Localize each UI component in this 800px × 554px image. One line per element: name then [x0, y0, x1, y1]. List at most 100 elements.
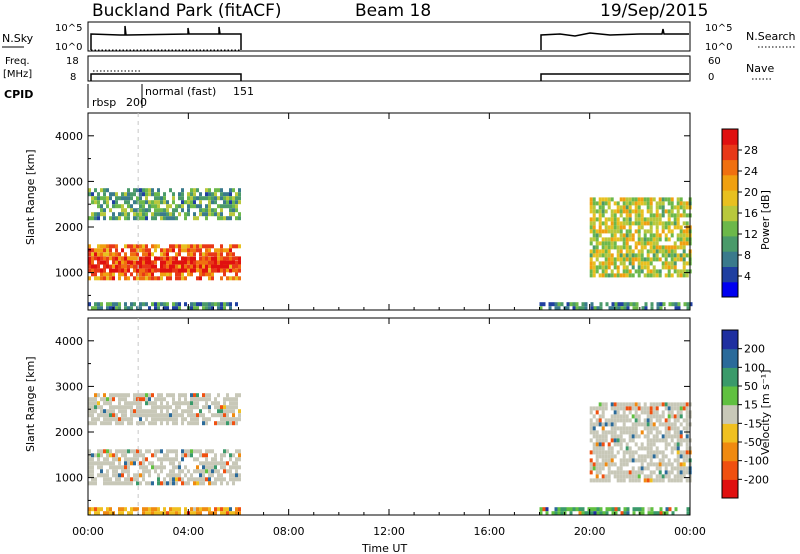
- power-cell: [199, 256, 202, 261]
- vel-cell: [235, 477, 238, 482]
- vel-cell: [172, 417, 175, 422]
- vel-cell: [598, 414, 602, 419]
- power-cell: [643, 273, 647, 278]
- vel-cell: [673, 402, 677, 407]
- vel-cell: [637, 446, 641, 451]
- power-cell: [643, 229, 647, 234]
- vel-cell: [142, 473, 145, 478]
- power-cell: [625, 265, 629, 270]
- power-cell: [628, 273, 632, 278]
- vel-cell: [178, 469, 181, 474]
- vel-cell: [643, 406, 647, 411]
- vel-cell: [103, 477, 106, 482]
- power-cell: [625, 229, 629, 234]
- vel-cell: [223, 461, 226, 466]
- vel-cell: [142, 421, 145, 426]
- vel-cell: [169, 405, 172, 410]
- power-cell: [229, 244, 232, 249]
- vel-cell: [686, 511, 690, 516]
- power-cell: [652, 265, 656, 270]
- power-cell: [679, 241, 683, 246]
- power-cell: [109, 248, 112, 253]
- vel-cell: [604, 430, 608, 435]
- vel-cell: [229, 397, 232, 402]
- vel-cell: [616, 466, 620, 471]
- power-cell: [127, 260, 130, 265]
- power-cell: [193, 192, 196, 197]
- power-cell: [139, 212, 142, 217]
- vel-cell: [109, 405, 112, 410]
- vel-cell: [613, 462, 617, 467]
- vel-cell: [199, 511, 202, 516]
- vel-cell: [631, 454, 635, 459]
- power-cell: [109, 272, 112, 277]
- freq-label: Freq.: [5, 56, 30, 67]
- power-cell: [226, 264, 229, 269]
- power-cell: [88, 188, 91, 193]
- vel-cell: [676, 434, 680, 439]
- vel-cell: [202, 405, 205, 410]
- power-cell: [622, 265, 626, 270]
- power-cell: [658, 273, 662, 278]
- vel-cell: [166, 409, 169, 414]
- power-cell: [163, 302, 166, 307]
- vel-cell: [220, 481, 223, 486]
- power-cell: [634, 245, 638, 250]
- vel-cell: [214, 453, 217, 458]
- vel-cell: [649, 474, 653, 479]
- power-cell: [136, 244, 139, 249]
- vel-cell: [166, 473, 169, 478]
- vel-cell: [190, 421, 193, 426]
- power-cell: [208, 264, 211, 269]
- power-cell: [214, 256, 217, 261]
- vel-cell: [235, 397, 238, 402]
- vel-cell: [601, 454, 605, 459]
- power-cell: [220, 260, 223, 265]
- power-cell: [631, 209, 635, 214]
- power-cell: [613, 209, 617, 214]
- cpid-mode-2-id: 151: [233, 85, 254, 98]
- power-cell: [682, 249, 686, 254]
- power-cell: [664, 237, 668, 242]
- vel-cell: [178, 477, 181, 482]
- power-cell: [154, 268, 157, 273]
- vel-cell: [676, 414, 680, 419]
- power-colorbar-label: Power [dB]: [759, 190, 772, 250]
- vel-cell: [590, 507, 594, 512]
- vel-cell: [178, 413, 181, 418]
- power-cell: [145, 208, 148, 213]
- vel-cell: [655, 434, 659, 439]
- power-cell: [217, 196, 220, 201]
- power-cell: [650, 302, 654, 307]
- power-cell: [205, 216, 208, 221]
- power-cell: [613, 213, 617, 218]
- power-cell: [118, 276, 121, 281]
- vel-cell: [115, 405, 118, 410]
- vel-cell: [190, 409, 193, 414]
- vel-cell: [671, 511, 675, 516]
- vel-cell: [202, 469, 205, 474]
- vel-cell: [235, 421, 238, 426]
- vel-cell: [181, 409, 184, 414]
- vel-cell: [196, 511, 199, 516]
- vel-cell: [91, 461, 94, 466]
- vel-cell: [148, 461, 151, 466]
- velocity-data-layer: [88, 393, 692, 516]
- vel-cell: [175, 453, 178, 458]
- power-cell: [604, 245, 608, 250]
- power-cell: [97, 216, 100, 221]
- power-cell: [124, 302, 127, 307]
- vel-cell: [682, 426, 686, 431]
- power-cell: [584, 306, 588, 311]
- vel-cell: [628, 430, 632, 435]
- power-cell: [578, 306, 582, 311]
- vel-cell: [223, 465, 226, 470]
- power-cell: [539, 306, 543, 311]
- power-cell: [628, 261, 632, 266]
- vel-cell: [196, 457, 199, 462]
- vel-cell: [685, 418, 689, 423]
- vel-cell: [115, 449, 118, 454]
- vel-cell: [611, 511, 615, 516]
- power-cell: [181, 276, 184, 281]
- vel-cell: [658, 418, 662, 423]
